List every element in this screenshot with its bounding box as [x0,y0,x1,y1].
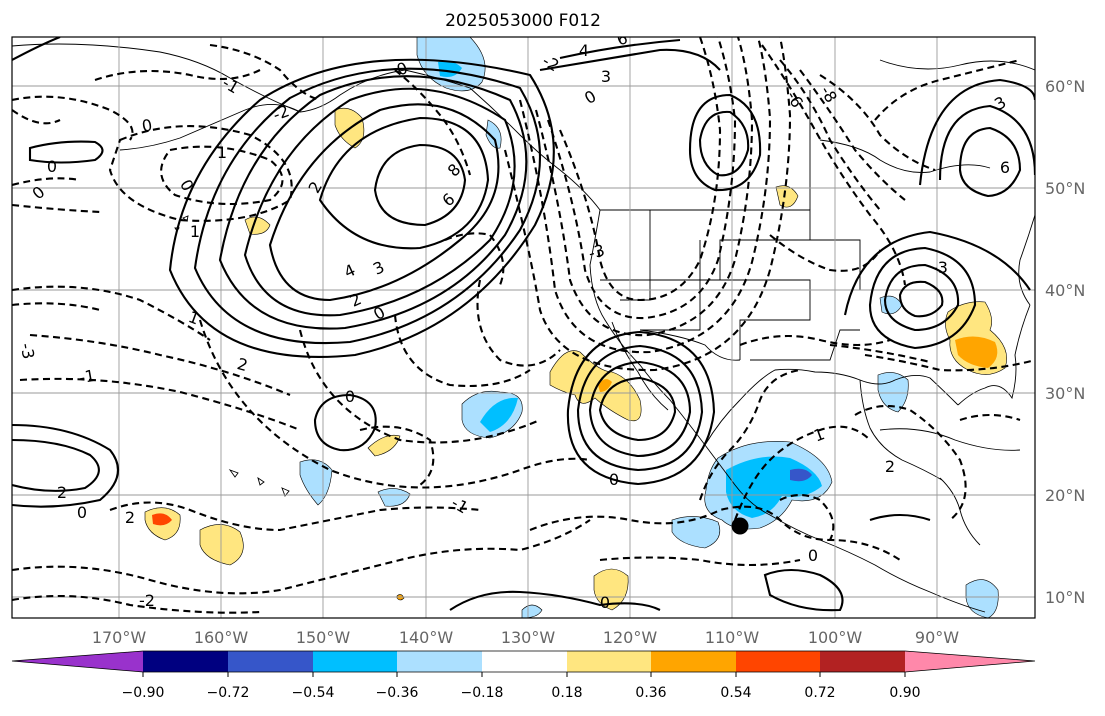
colorbar-segment [651,651,736,672]
map-panel: 0 1 2 8 6 4 3 2 0 1 2 0 -1 2 0 -3 4 6 3 … [12,37,1035,618]
contour-label: 0 [140,115,153,135]
colorbar-tick-label: 0.72 [804,685,835,701]
latitude-axis: 60°N 50°N 40°N 30°N 20°N 10°N [1045,77,1085,607]
negative-anomaly-small-1 [377,488,411,507]
positive-anomaly-baja-core [598,379,612,392]
colorbar-tick-label: 0.18 [551,685,582,701]
contour-label: -1 [78,366,97,387]
lon-tick-label: 110°W [705,628,760,647]
contour-label: 0 [609,470,619,489]
colorbar-segment [143,651,228,672]
colorbar-segment [12,651,143,672]
positive-contours [12,37,1035,612]
colorbar-segment [482,651,567,672]
lon-tick-label: 130°W [501,628,556,647]
contour-label: 2 [57,483,67,502]
positive-anomaly-hawaii-south-core [152,513,172,526]
lon-tick-label: 170°W [92,628,147,647]
colorbar-tick-label: −0.72 [207,685,250,701]
contour-label: 4 [579,41,589,60]
contour-label: 6 [1000,158,1010,177]
lon-tick-label: 90°W [915,628,959,647]
lat-tick-label: 50°N [1045,179,1085,198]
colorbar-tick-label: 0.90 [889,685,920,701]
contour-label: -2 [270,101,291,124]
lat-tick-label: 20°N [1045,486,1085,505]
contour-label: 2 [885,457,895,476]
colorbar-segment [228,651,313,672]
contour-label: 1 [190,222,200,241]
positive-anomaly-south [199,524,244,566]
positive-anomaly-small-2 [367,434,401,457]
colorbar-segment [567,651,651,672]
contour-label: 0 [808,546,818,565]
lat-tick-label: 30°N [1045,384,1085,403]
negative-anomaly-coast [485,119,502,149]
positive-anomaly-canada [775,185,799,208]
colorbar-tick-label: 0.54 [720,685,751,701]
colorbar-tick-label: −0.54 [292,685,335,701]
lat-tick-label: 10°N [1045,588,1085,607]
colorbar-segment [905,651,1035,672]
contour-label: -2 [139,591,155,610]
lon-tick-label: 140°W [399,628,454,647]
colorbar: −0.90 −0.72 −0.54 −0.36 −0.18 0.18 0.36 … [11,650,1036,701]
longitude-axis: 170°W 160°W 150°W 140°W 130°W 120°W 110°… [92,628,959,647]
contour-labels: 0 1 2 8 6 4 3 2 0 1 2 0 -1 2 0 -3 4 6 3 … [17,37,1010,612]
colorbar-segment [397,651,482,672]
negative-anomaly-pacific-1-core [480,397,518,432]
lon-tick-label: 100°W [808,628,863,647]
contour-label: 0 [47,157,57,176]
colorbar-segment [313,651,397,672]
lon-tick-label: 160°W [194,628,249,647]
negative-anomaly-mexico-center [790,468,812,482]
contour-label: -3 [932,258,948,277]
lon-tick-label: 150°W [296,628,351,647]
colorbar-tick-label: −0.36 [376,685,419,701]
contour-label: -3 [17,342,38,361]
contour-label: 2 [235,354,250,375]
colorbar-segment [820,651,905,672]
contour-label: 3 [601,67,611,86]
lat-tick-label: 60°N [1045,77,1085,96]
negative-anomaly-hawaii-west [299,459,333,506]
positive-anomaly-southeast-us-core [955,336,998,368]
contour-label: 1 [217,143,227,162]
lon-tick-label: 120°W [603,628,658,647]
figure-title: 2025053000 F012 [445,11,601,31]
negative-anomaly-offshore [671,516,721,549]
colorbar-tick-label: −0.90 [122,685,165,701]
negative-contours [12,37,1035,614]
contour-label: 2 [125,508,135,527]
colorbar-tick-label: 0.36 [635,685,666,701]
lat-tick-label: 40°N [1045,281,1085,300]
negative-anomaly-gulf [877,372,909,413]
positive-anomaly-baja [549,350,642,422]
colorbar-tick-label: −0.18 [461,685,504,701]
contour-label: -3 [586,240,606,262]
contour-label: 0 [77,503,87,522]
map-frame [11,36,1036,619]
contour-label: 0 [345,387,355,406]
positive-anomaly-mexico-south [593,568,629,611]
contour-label: 0 [600,593,610,612]
shaded-anomalies [144,37,1007,618]
colorbar-segment [736,651,820,672]
storm-location-marker [731,517,749,535]
